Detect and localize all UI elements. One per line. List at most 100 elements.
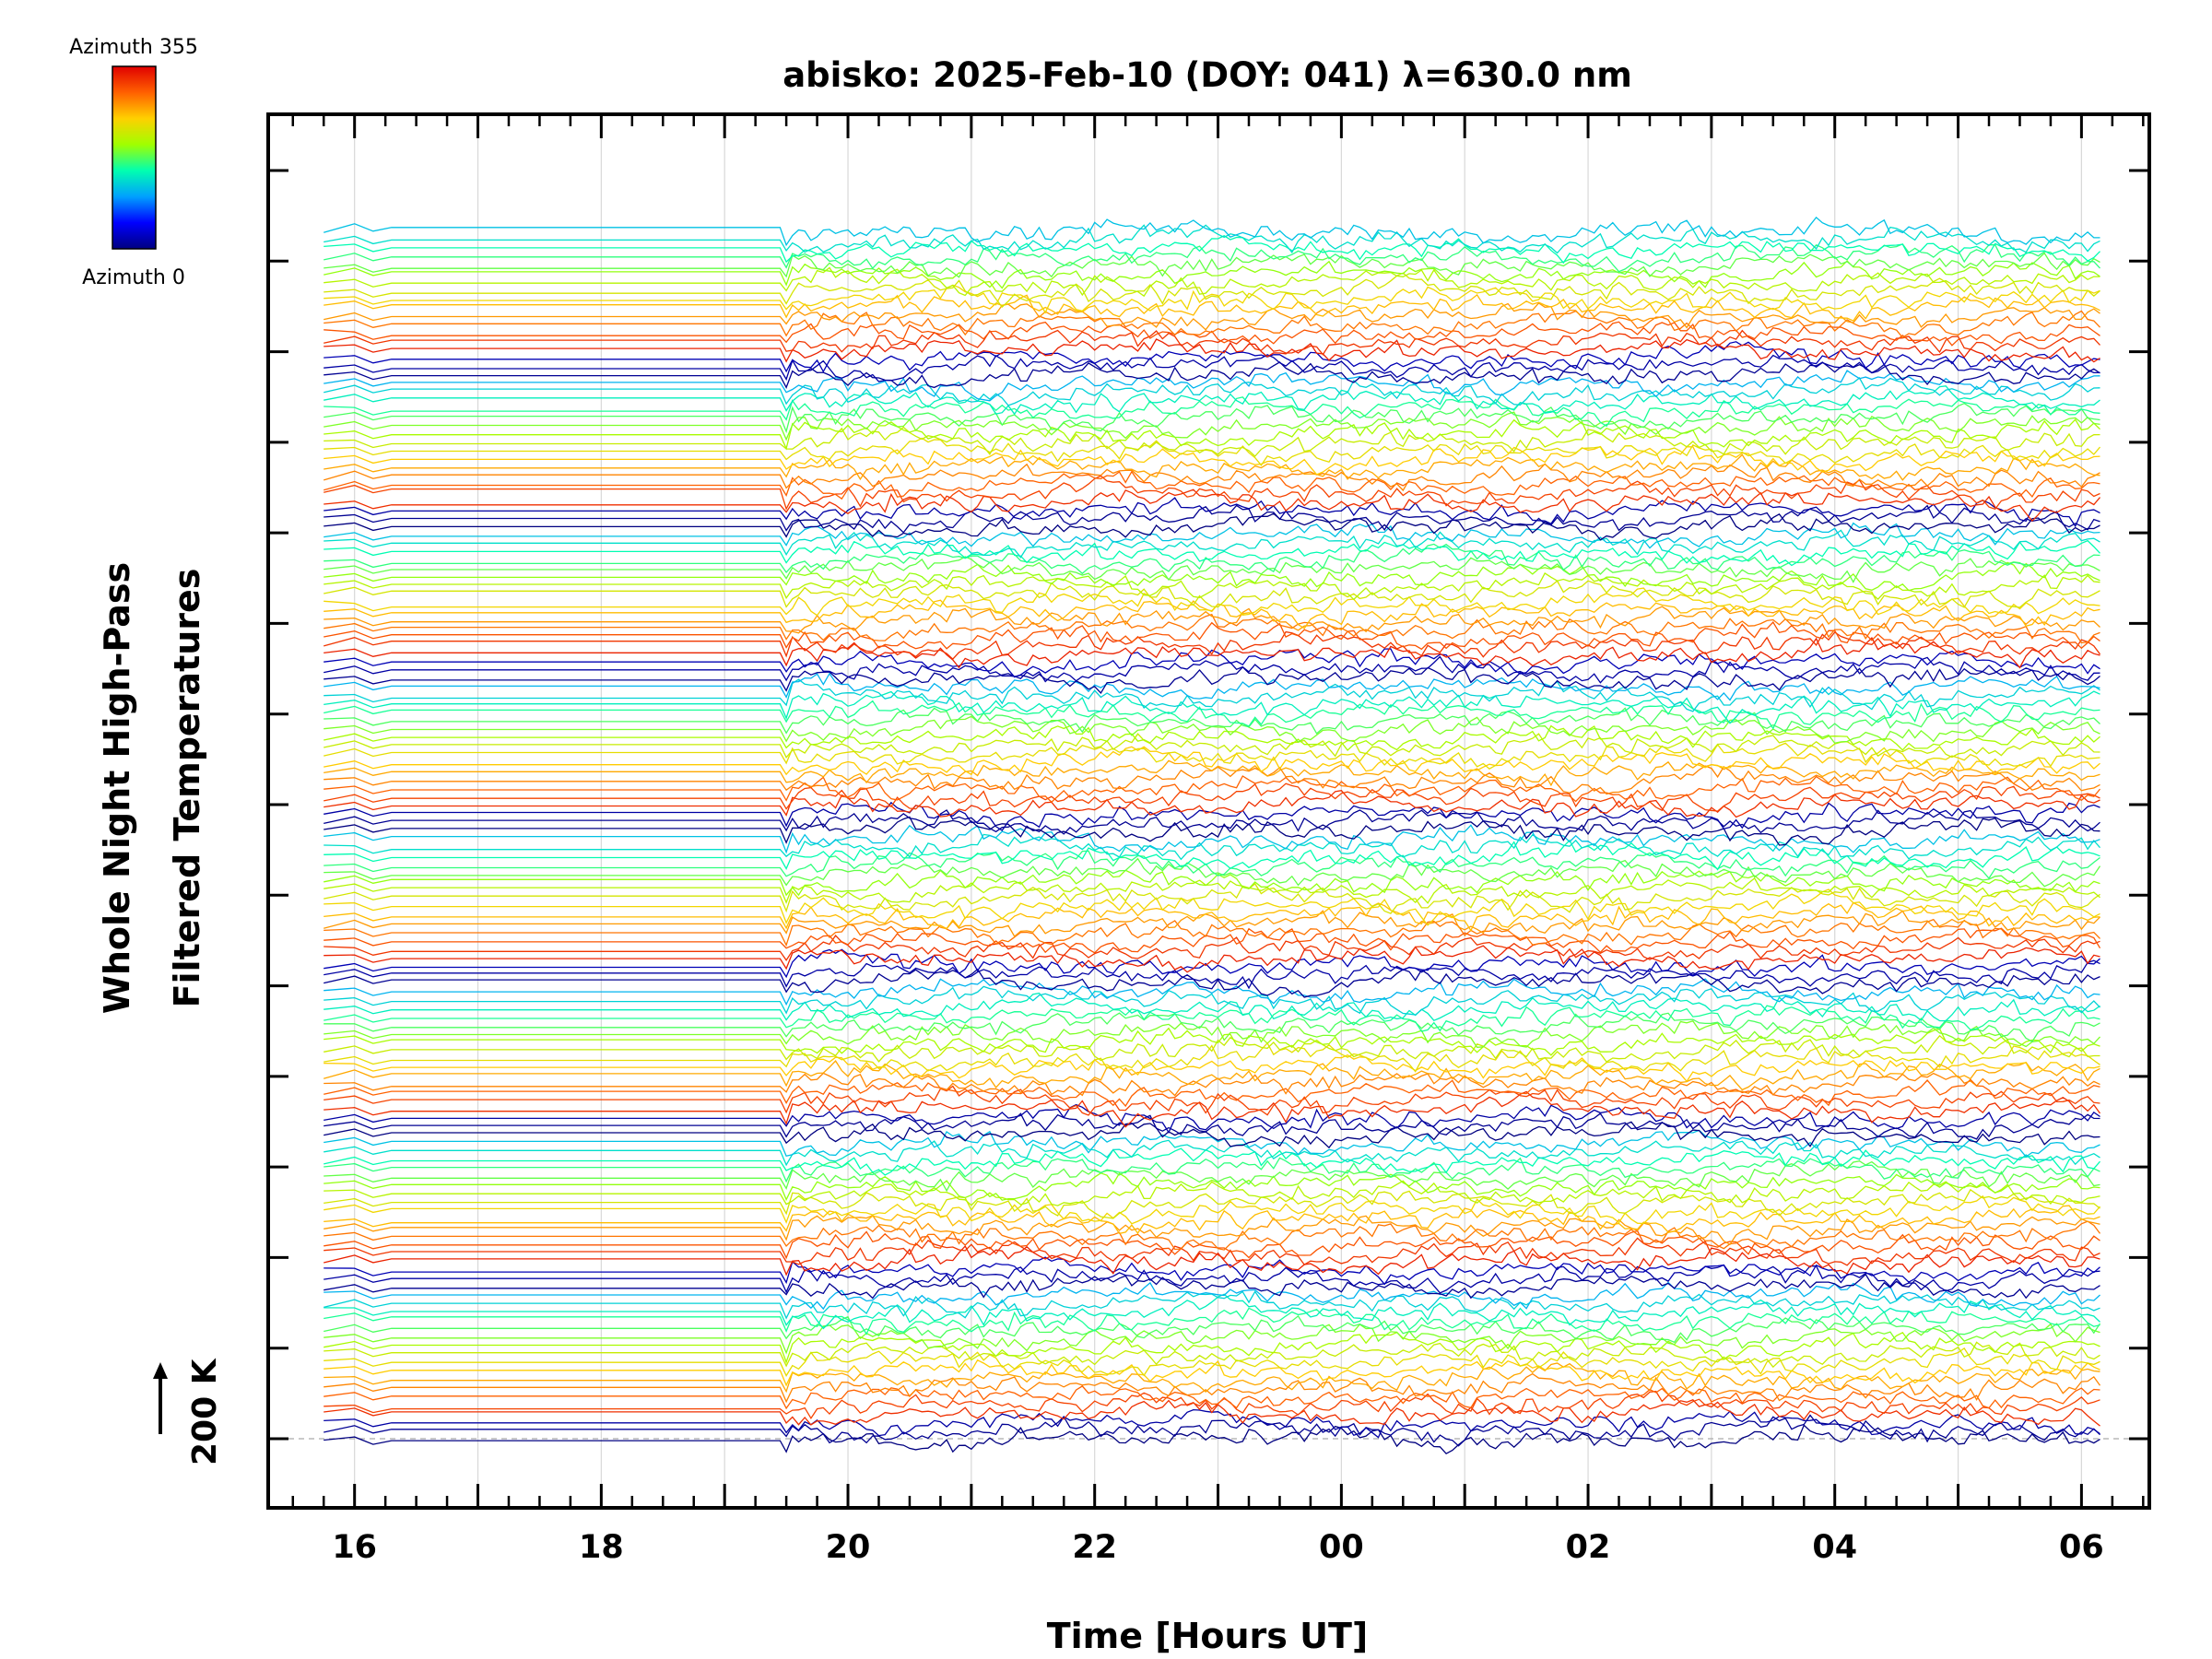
temperature-series	[324, 869, 2100, 897]
temperature-series	[324, 1034, 2100, 1063]
temperature-series	[324, 426, 2100, 457]
temperature-series	[324, 630, 2101, 661]
x-tick-label: 16	[332, 1529, 377, 1566]
temperature-series	[324, 453, 2100, 481]
colorbar-bottom-label: Azimuth 0	[82, 266, 185, 289]
temperature-series	[324, 775, 2101, 804]
temperature-series	[324, 901, 2100, 932]
temperature-series	[324, 782, 2100, 812]
temperature-series	[324, 918, 2100, 947]
temperature-series	[324, 606, 2100, 634]
scale-bar-label: 200 K	[186, 1358, 224, 1465]
temperature-series	[324, 857, 2101, 888]
temperature-series	[324, 883, 2100, 914]
temperature-series	[324, 1230, 2100, 1260]
temperature-series	[324, 571, 2100, 601]
temperature-series	[324, 329, 2100, 356]
axes-layer	[266, 112, 2151, 1510]
x-tick-label: 22	[1072, 1529, 1117, 1566]
temperature-series	[324, 809, 2100, 835]
temperature-series	[324, 1359, 2100, 1387]
scale-bar-arrow-head	[153, 1362, 168, 1379]
temperature-series	[324, 789, 2100, 818]
temperature-series	[324, 985, 2100, 1016]
temperature-series	[324, 341, 2100, 373]
temperature-series	[324, 1205, 2100, 1235]
temperature-series	[324, 497, 2100, 528]
temperature-series	[324, 759, 2100, 787]
temperature-series	[324, 338, 2100, 363]
colorbar-top-label: Azimuth 355	[69, 36, 198, 59]
plot-frame	[266, 112, 2151, 1510]
temperature-series	[324, 816, 2100, 846]
temperature-series	[324, 1160, 2100, 1193]
temperature-series	[324, 1314, 2101, 1344]
temperature-series	[324, 1188, 2100, 1219]
temperature-series	[324, 224, 2100, 254]
temperature-series	[324, 1129, 2100, 1158]
temperature-series	[324, 310, 2100, 339]
series-layer	[324, 216, 2101, 1455]
temperature-series	[324, 284, 2100, 314]
temperature-series	[324, 934, 2100, 961]
temperature-series	[324, 396, 2100, 428]
temperature-series	[324, 321, 2100, 347]
temperature-series	[324, 1372, 2101, 1404]
temperature-series	[324, 512, 2100, 541]
temperature-series	[324, 1362, 2100, 1394]
temperature-series	[324, 580, 2100, 608]
x-tick-label: 02	[1566, 1529, 1611, 1566]
temperature-series	[324, 1012, 2100, 1042]
temperature-series	[324, 833, 2100, 861]
temperature-series	[324, 959, 2100, 990]
temperature-series	[324, 1256, 2100, 1286]
temperature-series	[324, 529, 2100, 559]
chart-title: abisko: 2025-Feb-10 (DOY: 041) λ=630.0 n…	[782, 55, 1632, 95]
temperature-series	[324, 1147, 2100, 1176]
temperature-series	[324, 801, 2100, 831]
x-tick-labels: 16 18 20 22 00 02 04 06	[332, 1529, 2103, 1566]
temperature-series	[324, 1103, 2100, 1134]
y-axis-label-line1: Whole Night High-Pass	[97, 562, 137, 1014]
temperature-series	[324, 1194, 2100, 1225]
temperature-series	[324, 1214, 2100, 1246]
temperature-series	[324, 522, 2100, 549]
temperature-series	[324, 1090, 2101, 1128]
temperature-series	[324, 1112, 2100, 1140]
temperature-series	[324, 672, 2100, 701]
temperature-series	[324, 1290, 2100, 1320]
temperature-series	[324, 1399, 2100, 1427]
temperature-series	[324, 968, 2100, 998]
colorbar-gradient	[112, 65, 157, 250]
temperature-series	[324, 556, 2100, 583]
temperature-series	[324, 700, 2100, 730]
temperature-series	[324, 411, 2100, 441]
temperature-series	[324, 1072, 2100, 1097]
temperature-series	[324, 1245, 2100, 1277]
temperature-series	[324, 252, 2100, 278]
temperature-series	[324, 293, 2100, 322]
x-tick-label: 20	[826, 1529, 871, 1566]
temperature-series	[324, 301, 2100, 331]
temperature-series	[324, 1121, 2100, 1149]
temperature-series	[324, 637, 2100, 669]
temperature-series	[324, 948, 2100, 979]
temperature-series	[324, 910, 2100, 937]
temperature-series	[324, 1323, 2100, 1355]
temperature-series	[324, 475, 2100, 511]
temperature-series	[324, 445, 2100, 476]
temperature-series	[324, 733, 2100, 759]
temperature-series	[324, 824, 2100, 854]
temperature-series	[324, 272, 2100, 309]
temperature-series	[324, 1331, 2100, 1364]
temperature-series	[324, 1414, 2100, 1447]
temperature-series	[324, 1078, 2100, 1108]
temperature-series	[324, 1172, 2100, 1202]
temperature-series	[324, 724, 2100, 751]
temperature-series	[324, 385, 2100, 416]
temperature-series	[324, 1424, 2100, 1455]
temperature-series	[324, 1385, 2100, 1410]
temperature-series	[324, 1027, 2100, 1056]
